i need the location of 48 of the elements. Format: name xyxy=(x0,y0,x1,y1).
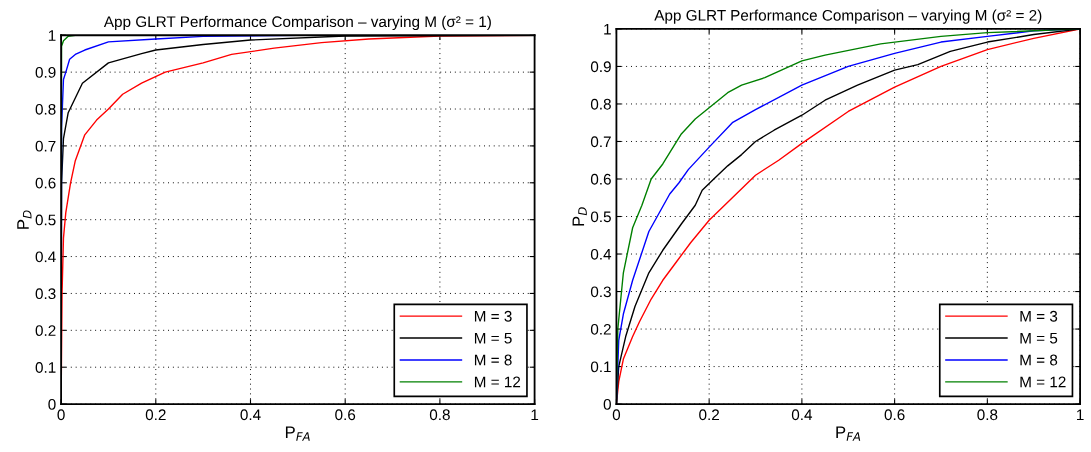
x-tick-label: 0.4 xyxy=(791,409,813,421)
legend-label: M = 12 xyxy=(1020,376,1066,388)
y-tick-label: 0.9 xyxy=(35,67,56,78)
x-tick-label: 0 xyxy=(612,409,621,421)
y-tick-label: 0.1 xyxy=(590,361,611,373)
y-tick-label: 0 xyxy=(603,398,611,410)
y-axis-title: P$_{D}$ xyxy=(572,207,587,226)
y-tick-label: 0.7 xyxy=(35,140,56,152)
legend-label: M = 3 xyxy=(474,310,512,322)
x-axis-title: P$_{FA}$ xyxy=(285,426,310,441)
y-tick-label: 0.9 xyxy=(590,61,611,73)
y-tick-label: 0.2 xyxy=(35,325,56,337)
legend-label: M = 12 xyxy=(474,376,521,388)
legend-label: M = 3 xyxy=(1020,310,1058,322)
y-tick-label: 0.5 xyxy=(35,214,56,226)
y-tick-label: 0.3 xyxy=(590,286,611,298)
x-tick-label: 0.6 xyxy=(884,409,905,421)
chart-title: App GLRT Performance Comparison – varying M (σ² = 2) xyxy=(654,9,1042,24)
x-tick-label: 0.2 xyxy=(699,409,719,421)
y-tick-label: 0.2 xyxy=(590,323,611,335)
y-tick-label: 1 xyxy=(48,30,56,41)
x-tick-label: 0.2 xyxy=(145,409,166,421)
y-tick-label: 0.7 xyxy=(590,136,611,148)
y-tick-label: 1 xyxy=(604,23,611,35)
y-axis-title: P$_{D}$ xyxy=(17,210,32,229)
x-tick-label: 1 xyxy=(1077,409,1084,421)
x-tick-label: 0.8 xyxy=(429,409,450,421)
y-tick-label: 0.4 xyxy=(35,251,56,263)
legend-label: M = 5 xyxy=(474,332,512,344)
x-tick-label: 0.8 xyxy=(977,409,998,421)
y-tick-label: 0.1 xyxy=(35,362,56,373)
y-tick-label: 0.6 xyxy=(35,177,56,189)
y-tick-label: 0.4 xyxy=(590,248,612,260)
y-tick-label: 0 xyxy=(48,398,56,410)
y-tick-label: 0.3 xyxy=(35,288,56,300)
y-tick-label: 0.8 xyxy=(590,98,611,110)
x-tick-label: 1 xyxy=(531,409,539,421)
legend-label: M = 8 xyxy=(1020,354,1058,366)
y-tick-label: 0.5 xyxy=(590,211,611,223)
x-tick-label: 0.6 xyxy=(335,409,356,421)
y-tick-label: 0.6 xyxy=(590,173,611,185)
y-tick-label: 0.8 xyxy=(35,103,56,115)
chart-title: App GLRT Performance Comparison – varying M (σ² = 1) xyxy=(103,15,491,31)
x-axis-title: P$_{FA}$ xyxy=(836,426,861,441)
x-tick-label: 0.4 xyxy=(240,409,261,421)
x-tick-label: 0 xyxy=(57,409,65,421)
legend-label: M = 5 xyxy=(1020,332,1058,344)
legend-label: M = 8 xyxy=(474,354,512,366)
